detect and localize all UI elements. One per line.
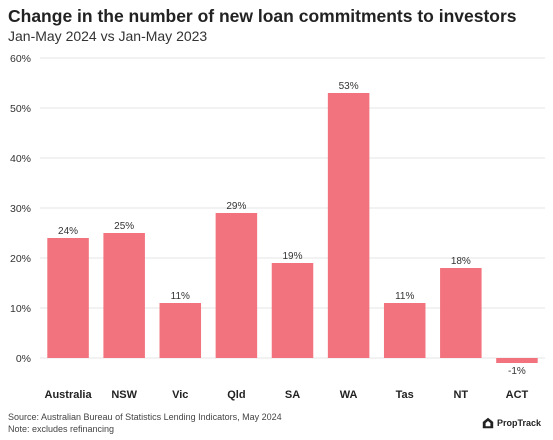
y-tick-label: 30% — [10, 203, 31, 215]
data-label: 11% — [395, 291, 414, 302]
data-label: -1% — [508, 366, 526, 377]
data-label: 18% — [451, 256, 471, 267]
x-tick-label: WA — [340, 389, 358, 401]
bar — [496, 358, 538, 363]
y-tick-label: 60% — [10, 53, 31, 65]
proptrack-logo-text: PropTrack — [496, 418, 541, 428]
x-tick-label: ACT — [506, 389, 529, 401]
bar — [47, 238, 89, 358]
bar — [327, 93, 370, 358]
chart-subtitle: Jan-May 2024 vs Jan-May 2023 — [8, 28, 208, 44]
y-tick-label: 0% — [16, 353, 31, 365]
x-tick-label: Qld — [227, 389, 245, 401]
bar-chart: 0% 10% 20% 30% 40% 50% 60% 24% Australia 25% NSW 11… — [10, 53, 545, 401]
bar — [383, 303, 426, 358]
x-tick-label: NSW — [111, 389, 137, 401]
data-label: 29% — [226, 201, 246, 212]
data-label: 53% — [339, 81, 359, 92]
data-label: 19% — [282, 251, 302, 262]
bar — [159, 303, 202, 358]
y-tick-label: 40% — [10, 153, 31, 165]
y-tick-label: 20% — [10, 253, 31, 265]
bar — [103, 233, 145, 358]
proptrack-logo: PropTrack — [482, 417, 541, 429]
bar — [215, 213, 258, 358]
x-tick-label: Vic — [172, 389, 188, 401]
y-tick-label: 10% — [10, 303, 31, 315]
x-tick-label: Tas — [396, 389, 414, 401]
data-label: 25% — [114, 221, 134, 232]
refinancing-note: Note: excludes refinancing — [8, 424, 115, 434]
proptrack-logo-icon — [482, 417, 494, 429]
data-label: 11% — [171, 291, 190, 302]
x-tick-label: Australia — [45, 389, 93, 401]
x-tick-label: SA — [285, 389, 300, 401]
bar — [271, 263, 314, 358]
x-tick-label: NT — [453, 389, 468, 401]
bar — [440, 268, 482, 358]
source-note: Source: Australian Bureau of Statistics … — [8, 412, 282, 422]
data-label: 24% — [58, 226, 78, 237]
chart-title: Change in the number of new loan commitm… — [8, 6, 517, 26]
y-tick-label: 50% — [10, 103, 31, 115]
